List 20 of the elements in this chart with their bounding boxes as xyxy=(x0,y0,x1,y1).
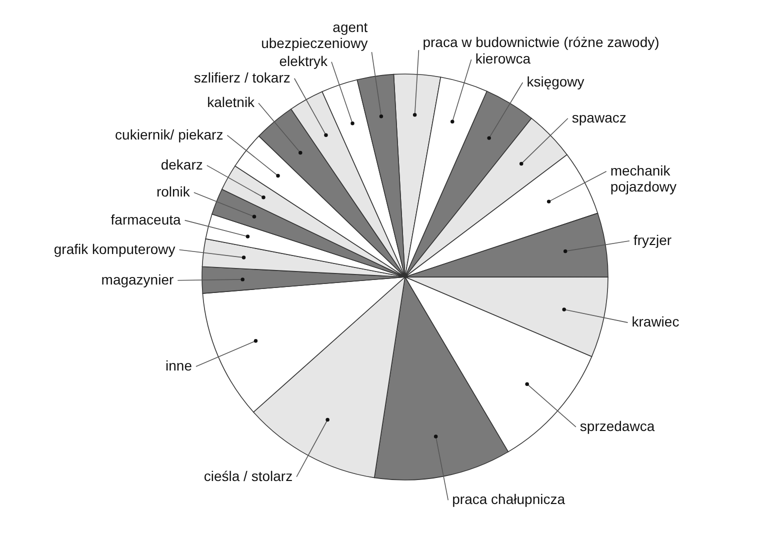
slice-label: elektryk xyxy=(279,52,329,69)
slice-label: mechanik pojazdowy xyxy=(610,162,676,194)
slice-label: dekarz xyxy=(160,156,203,172)
slice-label: szlifierz / tokarz xyxy=(194,69,290,86)
slice-label: krawiec xyxy=(632,314,680,330)
slice-label: kierowca xyxy=(475,50,531,67)
slice-label: księgowy xyxy=(526,73,584,90)
slice-label: farmaceuta xyxy=(110,211,182,228)
slice-label: praca w budownictwie (różne zawody) xyxy=(422,34,660,50)
slice-label: cieśla / stolarz xyxy=(204,468,293,484)
slice-label: magazynier xyxy=(101,271,174,288)
slice-label: sprzedawca xyxy=(580,418,655,434)
slice-label: spawacz xyxy=(572,109,626,126)
slice-label: praca chałupnicza xyxy=(452,491,566,508)
slice-label: cukiernik/ piekarz xyxy=(115,126,224,142)
slice-label: fryzjer xyxy=(633,232,672,248)
slice-label: inne xyxy=(166,357,192,374)
slice-label: rolnik xyxy=(156,183,191,200)
slice-label: kaletnik xyxy=(207,94,256,110)
slice-label: grafik komputerowy xyxy=(54,240,176,257)
